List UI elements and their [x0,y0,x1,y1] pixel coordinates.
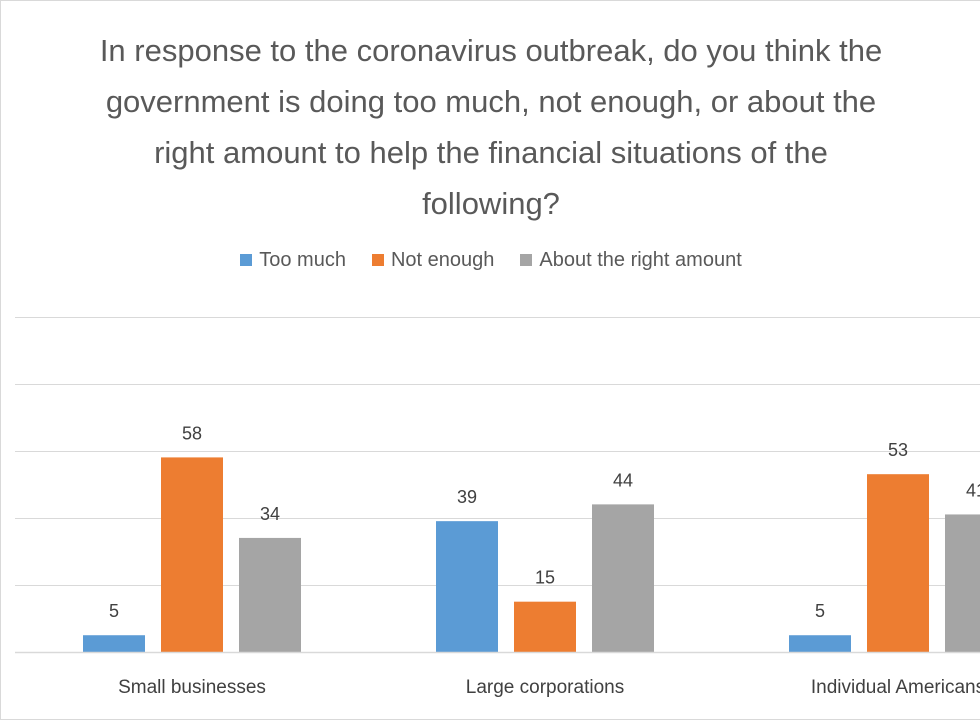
chart-title-line-4: following? [422,186,560,221]
bar-about-the-right-amount [945,514,980,652]
data-label: 34 [260,504,280,524]
data-label: 5 [815,601,825,621]
bar-too-much [789,635,851,652]
bar-about-the-right-amount [239,537,301,652]
legend-label-about-right: About the right amount [539,249,742,271]
legend-label-not-enough: Not enough [390,249,495,271]
bar-about-the-right-amount [592,504,654,652]
bar-too-much [436,521,498,652]
legend-swatch-about-right [520,254,533,266]
data-label: 5 [109,601,119,621]
legend-item-not-enough: Not enough [371,247,495,273]
data-label: 58 [182,423,202,443]
category-label: Large corporations [466,677,624,698]
chart-title-line-1: In response to the coronavirus outbreak,… [99,33,883,68]
data-label: 44 [613,470,633,490]
bar-not-enough [161,457,223,652]
bar-too-much [83,635,145,652]
chart-title-line-3: right amount to help the financial situa… [154,135,828,170]
legend-swatch-not-enough [371,254,384,266]
legend-label-too-much: Too much [259,249,346,271]
legend-item-too-much: Too much [240,247,346,273]
legend-item-about-right: About the right amount [520,247,742,273]
data-label: 41 [966,480,980,500]
chart-title: In response to the coronavirus outbreak,… [1,25,980,229]
bar-not-enough [514,601,576,652]
category-label: Individual Americans [811,677,980,698]
data-label: 39 [457,487,477,507]
bar-not-enough [867,474,929,652]
legend-swatch-too-much [240,254,253,266]
data-label: 53 [888,440,908,460]
data-label: 15 [535,568,555,588]
chart-title-line-2: government is doing too much, not enough… [105,84,877,119]
category-label: Small businesses [118,677,266,698]
chart-legend: Too much Not enough About the right amou… [1,247,980,273]
